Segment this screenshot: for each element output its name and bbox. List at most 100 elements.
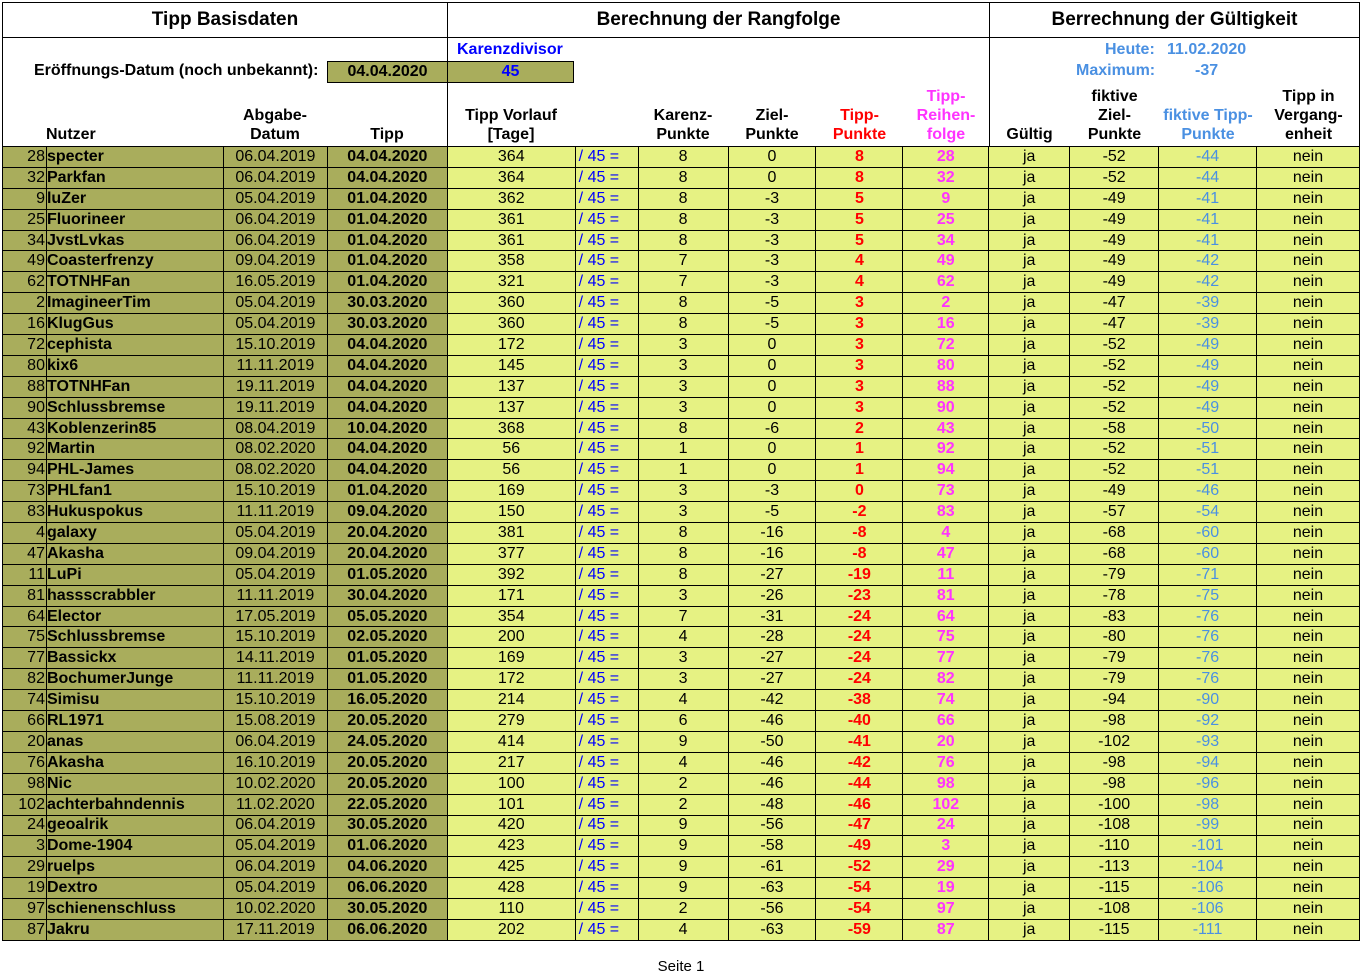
rank-cell[interactable]: 87 — [2, 918, 47, 941]
ziel-cell[interactable]: -3 — [727, 208, 817, 231]
nutzer-cell[interactable]: anas — [45, 730, 224, 753]
rank-cell[interactable]: 81 — [2, 584, 47, 607]
abgabe-cell[interactable]: 06.04.2019 — [222, 229, 328, 252]
vergangenheit-cell[interactable]: nein — [1256, 877, 1360, 900]
nutzer-cell[interactable]: galaxy — [45, 522, 224, 544]
fiktive-ziel-cell[interactable]: -58 — [1069, 417, 1160, 440]
abgabe-cell[interactable]: 11.11.2019 — [222, 668, 328, 691]
nutzer-cell[interactable]: Martin — [45, 438, 224, 461]
vergangenheit-cell[interactable]: nein — [1256, 626, 1360, 649]
fiktive-ziel-cell[interactable]: -79 — [1069, 563, 1160, 586]
gueltig-cell[interactable]: ja — [988, 772, 1071, 795]
nutzer-cell[interactable]: ruelps — [45, 856, 224, 879]
gueltig-cell[interactable]: ja — [988, 689, 1071, 712]
tipp-cell[interactable]: 01.04.2020 — [326, 250, 448, 273]
vorlauf-cell[interactable]: 321 — [446, 271, 576, 294]
fiktive-ziel-cell[interactable]: -52 — [1069, 459, 1160, 482]
reihenfolge-cell[interactable]: 88 — [902, 375, 990, 398]
nutzer-cell[interactable]: kix6 — [45, 354, 224, 377]
vergangenheit-cell[interactable]: nein — [1256, 396, 1360, 419]
abgabe-cell[interactable]: 10.02.2020 — [222, 772, 328, 795]
rank-cell[interactable]: 72 — [2, 334, 47, 356]
reihenfolge-cell[interactable]: 25 — [902, 208, 990, 231]
fiktive-ziel-cell[interactable]: -49 — [1069, 208, 1160, 231]
tipp-punkte-cell[interactable]: -47 — [815, 814, 904, 837]
fiktive-ziel-cell[interactable]: -94 — [1069, 689, 1160, 712]
ziel-cell[interactable]: -46 — [727, 710, 817, 732]
ziel-cell[interactable]: -63 — [727, 918, 817, 941]
rank-cell[interactable]: 62 — [2, 271, 47, 294]
abgabe-cell[interactable]: 16.10.2019 — [222, 751, 328, 774]
nutzer-cell[interactable]: hassscrabbler — [45, 584, 224, 607]
rank-cell[interactable]: 75 — [2, 626, 47, 649]
gueltig-cell[interactable]: ja — [988, 563, 1071, 586]
rank-cell[interactable]: 32 — [2, 166, 47, 189]
tipp-cell[interactable]: 09.04.2020 — [326, 501, 448, 524]
ziel-cell[interactable]: -3 — [727, 187, 817, 210]
abgabe-cell[interactable]: 09.04.2019 — [222, 250, 328, 273]
vergangenheit-cell[interactable]: nein — [1256, 689, 1360, 712]
reihenfolge-cell[interactable]: 11 — [902, 563, 990, 586]
divisor-cell[interactable]: / 45 = — [574, 563, 639, 586]
vorlauf-cell[interactable]: 381 — [446, 522, 576, 544]
reihenfolge-cell[interactable]: 64 — [902, 605, 990, 628]
tipp-cell[interactable]: 01.04.2020 — [326, 480, 448, 503]
tipp-punkte-cell[interactable]: -24 — [815, 626, 904, 649]
tipp-cell[interactable]: 01.05.2020 — [326, 647, 448, 670]
vorlauf-cell[interactable]: 214 — [446, 689, 576, 712]
tipp-punkte-cell[interactable]: -42 — [815, 751, 904, 774]
reihenfolge-cell[interactable]: 62 — [902, 271, 990, 294]
ziel-cell[interactable]: -5 — [727, 313, 817, 336]
vergangenheit-cell[interactable]: nein — [1256, 334, 1360, 356]
karenz-cell[interactable]: 8 — [637, 542, 729, 565]
fiktive-ziel-cell[interactable]: -113 — [1069, 856, 1160, 879]
rank-cell[interactable]: 88 — [2, 375, 47, 398]
divisor-cell[interactable]: / 45 = — [574, 814, 639, 837]
ziel-cell[interactable]: -16 — [727, 522, 817, 544]
divisor-cell[interactable]: / 45 = — [574, 542, 639, 565]
karenz-cell[interactable]: 9 — [637, 856, 729, 879]
fiktive-tipp-cell[interactable]: -71 — [1158, 563, 1257, 586]
nutzer-cell[interactable]: Bassickx — [45, 647, 224, 670]
vorlauf-cell[interactable]: 217 — [446, 751, 576, 774]
gueltig-cell[interactable]: ja — [988, 877, 1071, 900]
gueltig-cell[interactable]: ja — [988, 898, 1071, 920]
fiktive-tipp-cell[interactable]: -54 — [1158, 501, 1257, 524]
tipp-cell[interactable]: 01.04.2020 — [326, 187, 448, 210]
rank-cell[interactable]: 16 — [2, 313, 47, 336]
gueltig-cell[interactable]: ja — [988, 710, 1071, 732]
nutzer-cell[interactable]: BochumerJunge — [45, 668, 224, 691]
tipp-cell[interactable]: 22.05.2020 — [326, 793, 448, 816]
nutzer-cell[interactable]: Simisu — [45, 689, 224, 712]
nutzer-cell[interactable]: Schlussbremse — [45, 626, 224, 649]
vorlauf-cell[interactable]: 101 — [446, 793, 576, 816]
vorlauf-cell[interactable]: 137 — [446, 396, 576, 419]
divisor-cell[interactable]: / 45 = — [574, 668, 639, 691]
fiktive-ziel-cell[interactable]: -108 — [1069, 814, 1160, 837]
karenz-cell[interactable]: 8 — [637, 563, 729, 586]
nutzer-cell[interactable]: schienenschluss — [45, 898, 224, 920]
karenz-cell[interactable]: 1 — [637, 438, 729, 461]
ziel-cell[interactable]: 0 — [727, 146, 817, 168]
fiktive-tipp-cell[interactable]: -46 — [1158, 480, 1257, 503]
divisor-cell[interactable]: / 45 = — [574, 187, 639, 210]
fiktive-tipp-cell[interactable]: -99 — [1158, 814, 1257, 837]
tipp-cell[interactable]: 04.06.2020 — [326, 856, 448, 879]
fiktive-tipp-cell[interactable]: -41 — [1158, 208, 1257, 231]
tipp-cell[interactable]: 04.04.2020 — [326, 438, 448, 461]
rank-cell[interactable]: 3 — [2, 835, 47, 858]
nutzer-cell[interactable]: RL1971 — [45, 710, 224, 732]
vorlauf-cell[interactable]: 362 — [446, 187, 576, 210]
fiktive-tipp-cell[interactable]: -41 — [1158, 187, 1257, 210]
tipp-punkte-cell[interactable]: -2 — [815, 501, 904, 524]
rank-cell[interactable]: 28 — [2, 146, 47, 168]
karenz-cell[interactable]: 4 — [637, 689, 729, 712]
vergangenheit-cell[interactable]: nein — [1256, 313, 1360, 336]
reihenfolge-cell[interactable]: 97 — [902, 898, 990, 920]
tipp-punkte-cell[interactable]: 4 — [815, 250, 904, 273]
vorlauf-cell[interactable]: 137 — [446, 375, 576, 398]
karenz-cell[interactable]: 3 — [637, 668, 729, 691]
tipp-cell[interactable]: 30.03.2020 — [326, 313, 448, 336]
vergangenheit-cell[interactable]: nein — [1256, 542, 1360, 565]
ziel-cell[interactable]: -6 — [727, 417, 817, 440]
